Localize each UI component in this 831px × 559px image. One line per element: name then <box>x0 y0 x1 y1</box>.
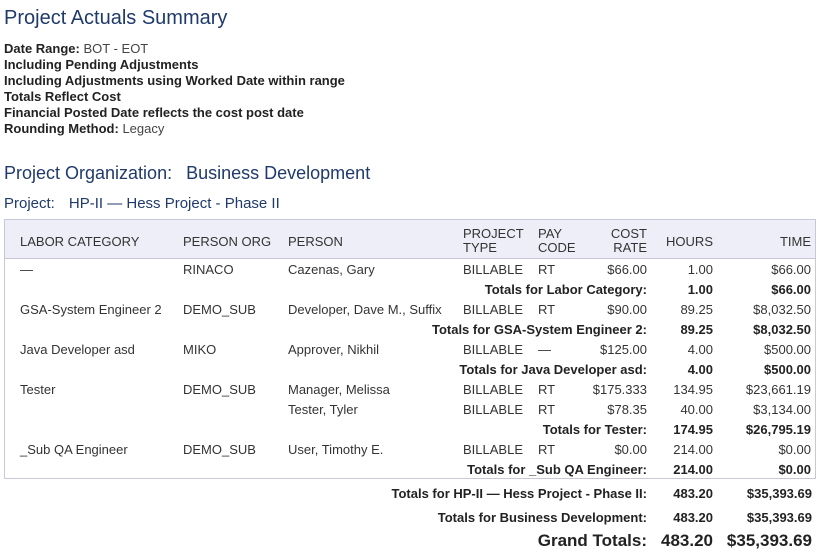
subtotal-time: $500.00 <box>764 362 811 377</box>
cell-project-type: BILLABLE <box>463 442 523 457</box>
grand-total-hours: 483.20 <box>661 531 713 550</box>
cell-project-type: BILLABLE <box>463 402 523 417</box>
cell-time: $23,661.19 <box>745 382 811 397</box>
cell-time: $500.00 <box>764 342 811 357</box>
cell-pay-code: RT <box>538 302 556 317</box>
header-time: TIME <box>779 234 811 249</box>
cell-pay-code: RT <box>538 382 556 397</box>
pending-adjustments-note: Including Pending Adjustments <box>4 57 199 72</box>
cell-project-type: BILLABLE <box>463 342 523 357</box>
subtotal-time: $66.00 <box>771 282 811 297</box>
organization-label: Project Organization: <box>4 163 173 183</box>
header-pay-code: PAY CODE <box>538 226 576 255</box>
organization-value: Business Development <box>186 163 371 183</box>
report-title: Project Actuals Summary <box>4 7 228 29</box>
subtotal-hours: 214.00 <box>673 462 713 477</box>
project-value: HP-II — Hess Project - Phase II <box>68 195 280 212</box>
project-total-time: $35,393.69 <box>746 486 812 501</box>
cell-cost-rate: $0.00 <box>614 442 647 457</box>
grand-total-label: Grand Totals: <box>537 531 647 550</box>
date-range-value: BOT - EOT <box>83 41 149 56</box>
report-parameters: Date Range: BOT - EOT Including Pending … <box>4 41 345 137</box>
project-organization-heading: Project Organization: Business Developmen… <box>4 163 370 184</box>
cell-person-org: DEMO_SUB <box>183 302 256 317</box>
grand-total-time: $35,393.69 <box>726 531 812 550</box>
subtotal-label: Totals for GSA-System Engineer 2: <box>431 322 647 337</box>
date-range-label: Date Range: <box>4 41 80 56</box>
subtotal-hours: 89.25 <box>680 322 713 337</box>
project-heading: Project: HP-II — Hess Project - Phase II <box>4 195 280 212</box>
worked-date-adjustments-note: Including Adjustments using Worked Date … <box>4 73 345 88</box>
cell-pay-code: — <box>538 342 551 357</box>
organization-total-time: $35,393.69 <box>746 510 812 525</box>
cell-person: Developer, Dave M., Suffix <box>288 302 442 317</box>
organization-total-hours: 483.20 <box>673 510 713 525</box>
cell-hours: 1.00 <box>687 262 713 277</box>
subtotal-hours: 1.00 <box>687 282 713 297</box>
project-total-label: Totals for HP-II — Hess Project - Phase … <box>391 486 648 501</box>
cell-hours: 4.00 <box>687 342 713 357</box>
subtotal-label: Totals for _Sub QA Engineer: <box>467 462 647 477</box>
cell-time: $3,134.00 <box>753 402 811 417</box>
cell-person-org: DEMO_SUB <box>183 442 256 457</box>
cell-cost-rate: $90.00 <box>607 302 647 317</box>
subtotal-hours: 174.95 <box>673 422 713 437</box>
cell-person: Manager, Melissa <box>288 382 390 397</box>
subtotal-label: Totals for Tester: <box>542 422 647 437</box>
subtotal-label: Totals for Java Developer asd: <box>459 362 647 377</box>
cell-pay-code: RT <box>538 442 556 457</box>
project-label: Project: <box>4 195 55 212</box>
cell-labor-category: _Sub QA Engineer <box>20 442 128 457</box>
cell-person-org: MIKO <box>183 342 217 357</box>
cell-person-org: RINACO <box>183 262 234 277</box>
cell-pay-code: RT <box>538 402 556 417</box>
cell-hours: 40.00 <box>680 402 713 417</box>
table-header: LABOR CATEGORY PERSON ORG PERSON PROJECT… <box>5 220 815 259</box>
cell-labor-category: GSA-System Engineer 2 <box>20 302 162 317</box>
header-labor-category: LABOR CATEGORY <box>20 234 140 249</box>
cell-time: $66.00 <box>771 262 811 277</box>
cell-cost-rate: $175.333 <box>592 382 647 397</box>
rounding-value: Legacy <box>122 121 165 136</box>
totals-reflect-note: Totals Reflect Cost <box>4 89 121 104</box>
cell-labor-category: — <box>20 262 33 277</box>
cell-time: $8,032.50 <box>753 302 811 317</box>
cell-person-org: DEMO_SUB <box>183 382 256 397</box>
project-total-hours: 483.20 <box>673 486 713 501</box>
cell-labor-category: Java Developer asd <box>20 342 135 357</box>
cell-project-type: BILLABLE <box>463 262 523 277</box>
subtotal-time: $0.00 <box>778 462 811 477</box>
subtotal-label: Totals for Labor Category: <box>484 282 647 297</box>
header-cost-rate: COST RATE <box>610 226 647 255</box>
cell-person: Tester, Tyler <box>288 402 358 417</box>
organization-total-label: Totals for Business Development: <box>437 510 647 525</box>
cell-hours: 214.00 <box>673 442 713 457</box>
cell-cost-rate: $125.00 <box>600 342 647 357</box>
cell-project-type: BILLABLE <box>463 382 523 397</box>
rounding-row: Rounding Method: Legacy <box>4 121 345 137</box>
cell-person: User, Timothy E. <box>288 442 384 457</box>
cell-cost-rate: $78.35 <box>607 402 647 417</box>
subtotal-time: $8,032.50 <box>753 322 811 337</box>
date-range-row: Date Range: BOT - EOT <box>4 41 345 57</box>
subtotal-hours: 4.00 <box>687 362 713 377</box>
cell-time: $0.00 <box>778 442 811 457</box>
cell-labor-category: Tester <box>20 382 56 397</box>
cell-pay-code: RT <box>538 262 556 277</box>
cell-person: Cazenas, Gary <box>288 262 375 277</box>
cell-hours: 134.95 <box>673 382 713 397</box>
rounding-label: Rounding Method: <box>4 121 119 136</box>
financial-posted-note: Financial Posted Date reflects the cost … <box>4 105 304 120</box>
header-hours: HOURS <box>666 234 713 249</box>
subtotal-time: $26,795.19 <box>745 422 811 437</box>
header-project-type: PROJECT TYPE <box>463 226 524 255</box>
actuals-table: LABOR CATEGORY PERSON ORG PERSON PROJECT… <box>4 219 816 479</box>
header-person-org: PERSON ORG <box>183 234 272 249</box>
cell-project-type: BILLABLE <box>463 302 523 317</box>
header-person: PERSON <box>288 234 343 249</box>
cell-hours: 89.25 <box>680 302 713 317</box>
cell-person: Approver, Nikhil <box>288 342 380 357</box>
cell-cost-rate: $66.00 <box>607 262 647 277</box>
